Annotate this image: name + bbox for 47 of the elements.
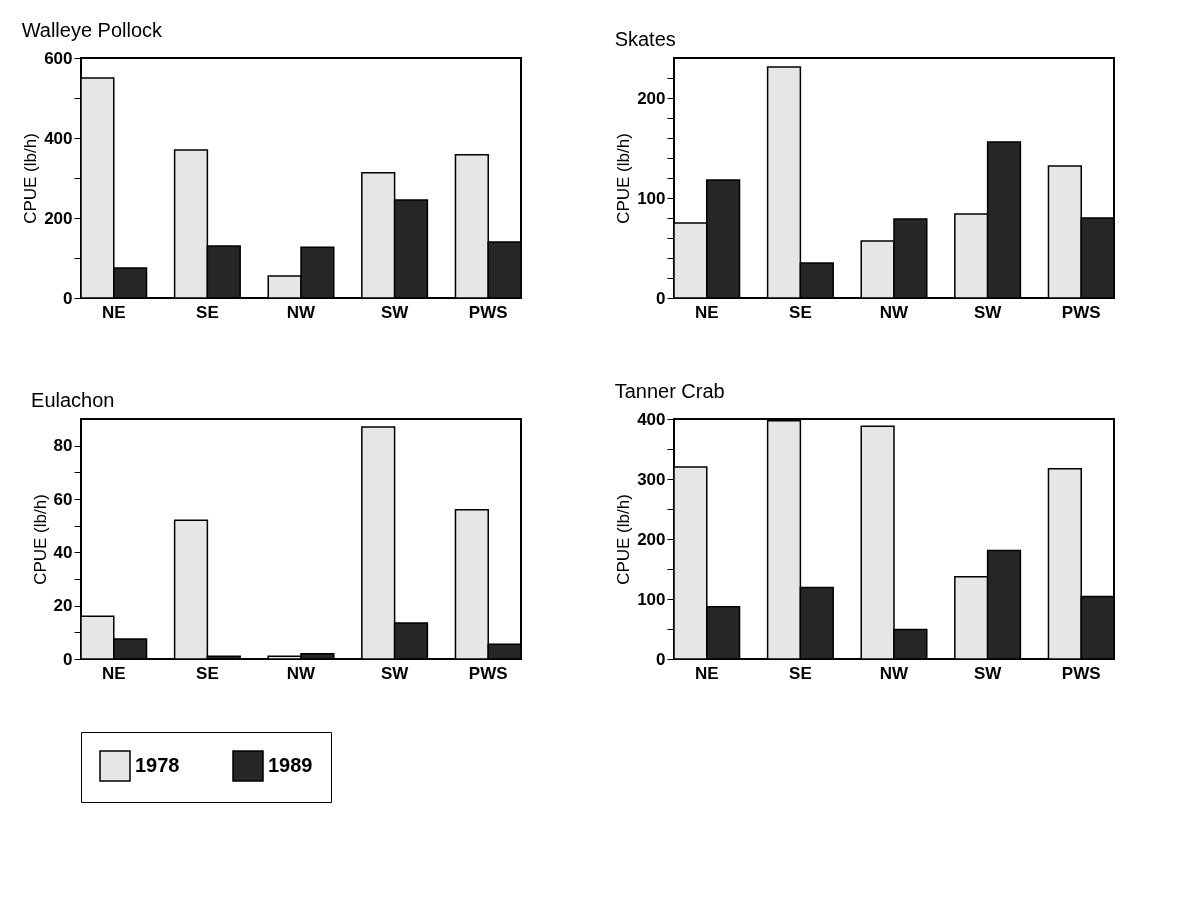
x-tick-label: NE bbox=[101, 302, 126, 322]
chart-title: Walleye Pollock bbox=[21, 19, 164, 41]
y-tick-label: 80 bbox=[53, 436, 73, 456]
y-tick-label: 200 bbox=[637, 88, 666, 108]
y-tick-label: 100 bbox=[637, 188, 666, 208]
y-axis-title: CPUE (lb/h) bbox=[30, 494, 50, 585]
y-tick-label: 0 bbox=[656, 649, 666, 669]
y-tick-label: 200 bbox=[44, 208, 73, 228]
x-tick-label: SE bbox=[789, 663, 812, 683]
y-tick-label: 600 bbox=[44, 48, 73, 68]
y-tick-label: 100 bbox=[637, 589, 666, 609]
y-tick-label: 0 bbox=[63, 649, 73, 669]
legend-label: 1989 bbox=[268, 754, 313, 776]
x-tick-label: PWS bbox=[1061, 663, 1101, 683]
y-tick-label: 0 bbox=[656, 288, 666, 308]
x-tick-label: SW bbox=[973, 302, 1003, 322]
x-tick-label: PWS bbox=[468, 663, 508, 683]
x-tick-label: SW bbox=[380, 302, 410, 322]
legend-label: 1978 bbox=[135, 754, 180, 776]
x-tick-label: SW bbox=[973, 663, 1003, 683]
y-tick-label: 400 bbox=[637, 409, 666, 429]
x-tick-label: SE bbox=[789, 302, 812, 322]
x-tick-label: NW bbox=[286, 302, 317, 322]
chart-title: Skates bbox=[614, 28, 676, 50]
y-axis-title: CPUE (lb/h) bbox=[614, 133, 634, 224]
x-tick-label: NE bbox=[101, 663, 126, 683]
y-tick-label: 40 bbox=[53, 542, 73, 562]
y-tick-label: 60 bbox=[53, 489, 73, 509]
chart-title: Eulachon bbox=[31, 389, 115, 411]
x-tick-label: PWS bbox=[1061, 302, 1101, 322]
x-tick-label: NE bbox=[694, 302, 719, 322]
x-tick-label: NW bbox=[879, 302, 910, 322]
x-tick-label: NE bbox=[694, 663, 719, 683]
x-tick-label: PWS bbox=[468, 302, 508, 322]
y-tick-label: 20 bbox=[53, 596, 73, 616]
y-axis-title: CPUE (lb/h) bbox=[614, 494, 634, 585]
x-tick-label: SW bbox=[380, 663, 410, 683]
y-tick-label: 0 bbox=[63, 288, 73, 308]
y-tick-label: 200 bbox=[637, 529, 666, 549]
x-tick-label: NW bbox=[879, 663, 910, 683]
chart-title: Tanner Crab bbox=[614, 380, 725, 402]
x-tick-label: NW bbox=[286, 663, 317, 683]
y-axis-title: CPUE (lb/h) bbox=[21, 133, 41, 224]
x-tick-label: SE bbox=[196, 663, 219, 683]
y-tick-label: 300 bbox=[637, 469, 666, 489]
x-tick-label: SE bbox=[196, 302, 219, 322]
y-tick-label: 400 bbox=[44, 128, 73, 148]
